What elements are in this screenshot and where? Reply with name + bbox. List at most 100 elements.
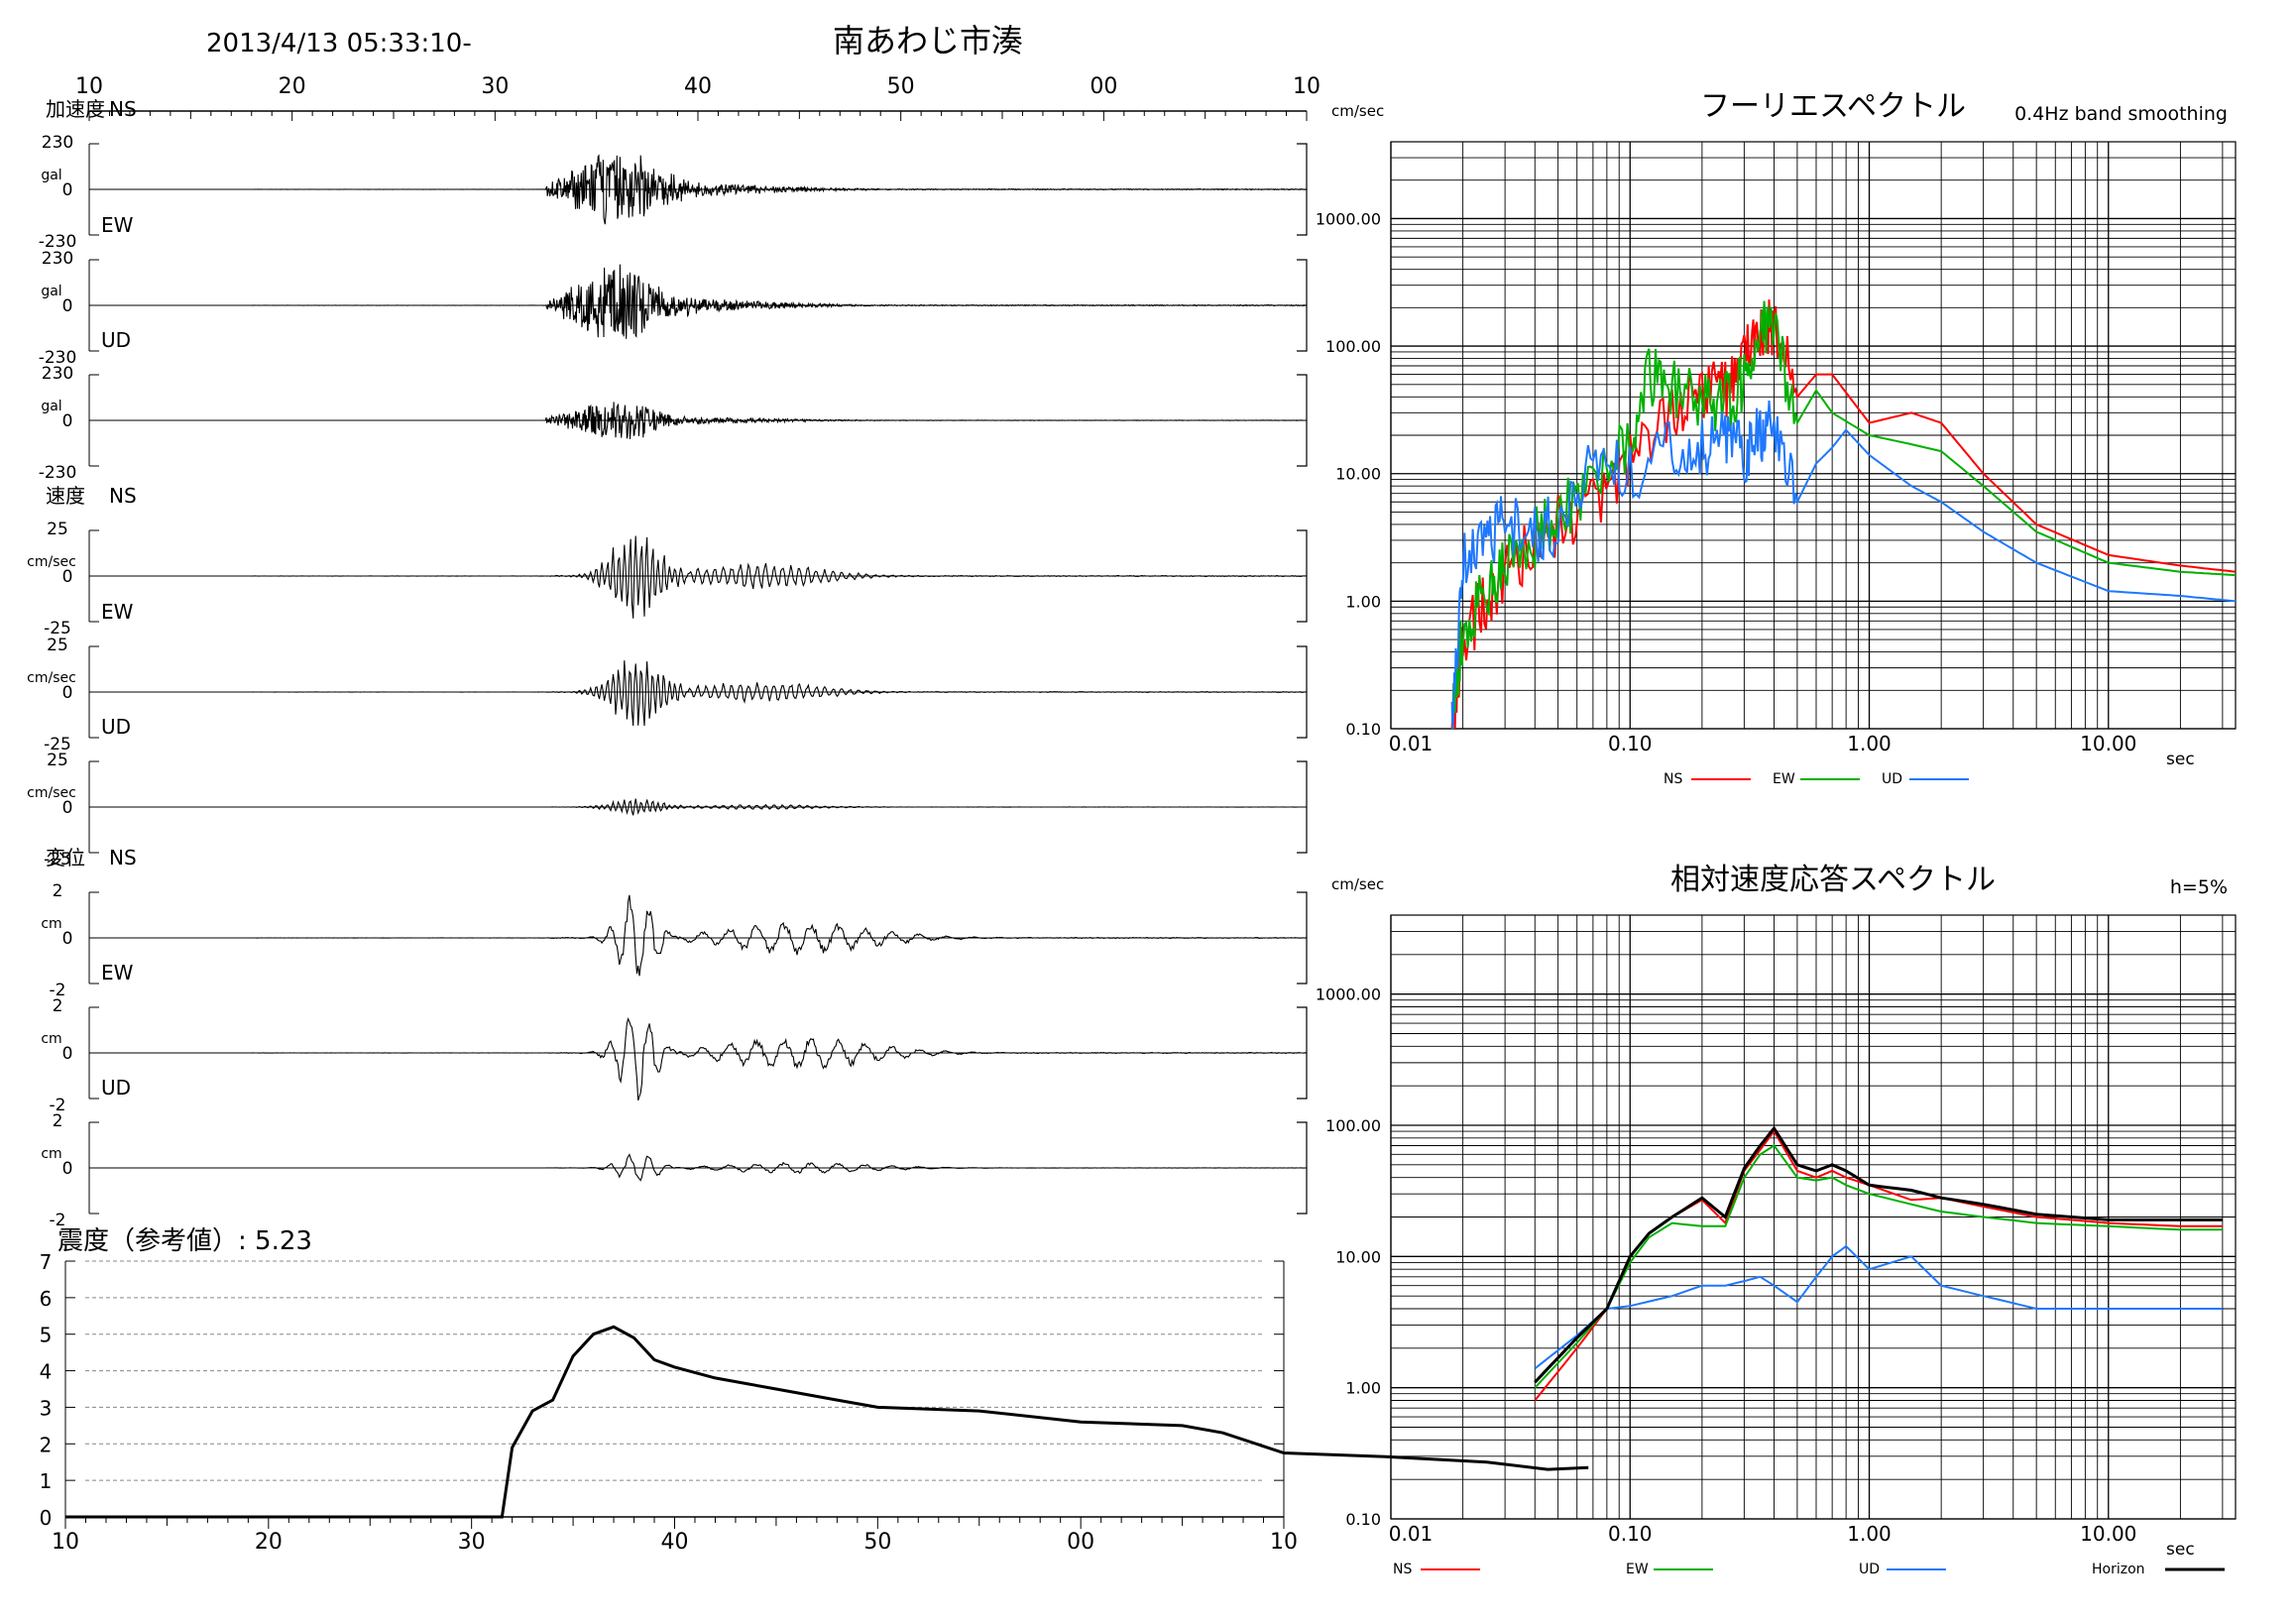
y-max-label: 230	[42, 133, 73, 153]
y-zero-label: 0	[62, 1159, 73, 1179]
spectrum-xtick-label: 0.01	[1389, 732, 1434, 755]
spectrum-xtick-label: 0.10	[1608, 1522, 1653, 1546]
spectrum-ytick-label: 100.00	[1325, 337, 1381, 356]
waveform-trace	[251, 402, 1307, 439]
legend-label: EW	[1773, 771, 1795, 787]
time-tick-label: 40	[684, 74, 712, 99]
spectrum-ytick-label: 1000.00	[1316, 985, 1381, 1004]
y-min-label: -25	[44, 850, 71, 869]
intensity-ytick-label: 6	[40, 1287, 53, 1311]
legend-label: UD	[1882, 771, 1902, 787]
channel-label: EW	[101, 600, 134, 624]
spectrum-subtitle: h=5%	[2170, 876, 2228, 898]
time-tick-label: 50	[887, 74, 915, 99]
spectrum-ytick-label: 1000.00	[1316, 209, 1381, 228]
intensity-xtick-label: 20	[255, 1530, 283, 1555]
intensity-xtick-label: 40	[661, 1530, 689, 1555]
intensity-ytick-label: 4	[40, 1360, 53, 1384]
y-min-label: -2	[50, 981, 66, 1000]
intensity-xtick-label: 50	[863, 1530, 891, 1555]
y-zero-label: 0	[62, 683, 73, 703]
legend-label: NS	[1393, 1562, 1412, 1577]
channel-label: UD	[101, 715, 131, 739]
y-min-label: -25	[44, 735, 71, 754]
spectrum-ylabel: cm/sec	[1331, 102, 1384, 120]
channel-label: UD	[101, 1076, 131, 1100]
spectrum-ytick-label: 0.10	[1345, 1510, 1381, 1529]
intensity-ytick-label: 3	[40, 1396, 53, 1420]
spectrum-ytick-label: 100.00	[1325, 1116, 1381, 1135]
time-tick-label: 10	[75, 74, 103, 99]
time-tick-label: 00	[1090, 74, 1117, 99]
waveform-panel-dis-ud: 2 0 -2 cm UD	[41, 1076, 1308, 1230]
waveform-panel-acc-ew: 230 0 -230 gal EW	[39, 213, 1308, 368]
y-zero-label: 0	[62, 929, 73, 949]
waveform-trace	[251, 798, 1307, 816]
y-min-label: -2	[50, 1211, 66, 1230]
unit-label: cm	[41, 1031, 61, 1047]
spectrum-xtick-label: 0.01	[1389, 1522, 1434, 1546]
group-label: 変位	[46, 846, 85, 869]
y-max-label: 25	[47, 751, 68, 770]
channel-label: NS	[109, 484, 137, 508]
legend-label: Horizon	[2092, 1562, 2145, 1577]
y-max-label: 230	[42, 364, 73, 384]
y-max-label: 25	[47, 636, 68, 655]
response-spectrum-panel: 0.01 0.10 1.00 10.00 0.10 1.00 10.00 100.00 1000…	[1316, 863, 2237, 1577]
unit-label: gal	[41, 168, 61, 183]
y-min-label: -230	[39, 348, 77, 368]
intensity-ytick-label: 1	[40, 1469, 53, 1493]
waveform-panel-vel-ns: 25 0 -25 cm/sec 速度 NS	[27, 484, 1308, 638]
spectrum-xlabel: sec	[2166, 750, 2195, 769]
spectrum-ylabel: cm/sec	[1331, 875, 1384, 893]
intensity-panel: 震度（参考値）: 5.23 0 1 2 3 4 5 6 7 10 20 30 40 50 00 10	[40, 1226, 1589, 1555]
waveform-trace	[251, 1017, 1307, 1101]
intensity-ytick-label: 2	[40, 1433, 53, 1456]
unit-label: gal	[41, 399, 61, 414]
waveform-trace	[251, 535, 1307, 619]
channel-label: EW	[101, 213, 134, 237]
waveform-panel-acc-ud: 230 0 -230 gal UD	[39, 328, 1308, 483]
intensity-trace	[65, 1325, 1589, 1519]
spectrum-series-ew	[1534, 1144, 2223, 1389]
spectrum-xlabel: sec	[2166, 1540, 2195, 1560]
y-zero-label: 0	[62, 1044, 73, 1064]
spectrum-series-horizon	[1534, 1125, 2223, 1384]
spectrum-subtitle: 0.4Hz band smoothing	[2014, 103, 2228, 125]
waveform-panel-vel-ew: 25 0 -25 cm/sec EW	[27, 600, 1308, 754]
spectrum-xtick-label: 10.00	[2080, 732, 2136, 755]
channel-label: EW	[101, 961, 134, 985]
channel-label: NS	[109, 97, 137, 121]
spectrum-xtick-label: 0.10	[1608, 732, 1653, 755]
waveform-trace	[251, 894, 1307, 977]
unit-label: cm/sec	[27, 554, 76, 570]
intensity-ytick-label: 5	[40, 1324, 53, 1347]
waveform-trace	[251, 660, 1307, 727]
y-max-label: 2	[53, 1111, 63, 1131]
y-max-label: 25	[47, 520, 68, 539]
intensity-title: 震度（参考値）: 5.23	[57, 1226, 312, 1256]
spectrum-xtick-label: 10.00	[2080, 1522, 2136, 1546]
waveform-trace	[251, 1153, 1307, 1182]
spectrum-series-ud	[1450, 401, 2237, 730]
time-tick-label: 20	[279, 74, 306, 99]
y-min-label: -230	[39, 463, 77, 483]
unit-label: cm	[41, 1146, 61, 1162]
station-name: 南あわじ市湊	[833, 22, 1023, 59]
channel-label: UD	[101, 328, 131, 352]
intensity-xtick-label: 10	[52, 1530, 79, 1555]
waveform-trace	[251, 264, 1308, 339]
intensity-ytick-label: 7	[40, 1250, 53, 1274]
y-zero-label: 0	[62, 180, 73, 200]
unit-label: cm/sec	[27, 785, 76, 801]
y-min-label: -230	[39, 232, 77, 252]
spectrum-ytick-label: 0.10	[1345, 720, 1381, 739]
intensity-xtick-label: 30	[458, 1530, 486, 1555]
spectrum-xtick-label: 1.00	[1847, 1522, 1892, 1546]
y-zero-label: 0	[62, 567, 73, 587]
waveform-panel-dis-ew: 2 0 -2 cm EW	[41, 961, 1308, 1115]
time-tick-label: 30	[481, 74, 509, 99]
y-min-label: -2	[50, 1096, 66, 1115]
spectrum-ytick-label: 10.00	[1335, 465, 1381, 484]
